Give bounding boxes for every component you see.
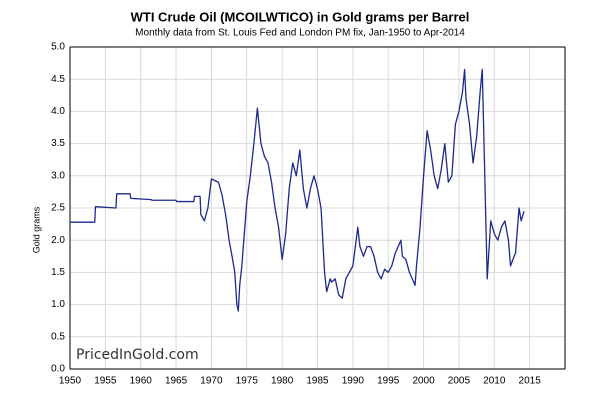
x-tick-label: 2005 (448, 376, 471, 387)
y-tick-label: 3.0 (51, 170, 65, 181)
y-axis-label: Gold grams (31, 206, 41, 253)
y-tick-label: 4.5 (51, 74, 65, 85)
y-tick-label: 4.0 (51, 106, 65, 117)
y-tick-label: 1.0 (51, 299, 65, 310)
x-tick-label: 2000 (412, 376, 435, 387)
x-tick-label: 2015 (519, 376, 542, 387)
x-tick-label: 1995 (377, 376, 400, 387)
x-tick-label: 1955 (94, 376, 117, 387)
x-tick-label: 1985 (306, 376, 329, 387)
plot-border (69, 46, 566, 370)
x-tick-label: 1960 (130, 376, 153, 387)
x-tick-label: 1990 (342, 376, 365, 387)
chart-title: WTI Crude Oil (MCOILWTICO) in Gold grams… (131, 9, 470, 24)
y-tick-label: 3.5 (51, 138, 65, 149)
x-tick-label: 1980 (271, 376, 294, 387)
watermark: PricedInGold.com (76, 347, 199, 363)
y-tick-label: 1.5 (51, 267, 65, 278)
y-tick-label: 2.5 (51, 203, 65, 214)
chart-subtitle: Monthly data from St. Louis Fed and Lond… (135, 28, 465, 39)
x-tick-label: 1965 (165, 376, 188, 387)
y-tick-label: 2.0 (51, 235, 65, 246)
x-tick-label: 2010 (483, 376, 506, 387)
data-line (70, 68, 525, 312)
y-tick-label: 5.0 (51, 42, 65, 53)
x-tick-label: 1975 (236, 376, 259, 387)
x-tick-label: 1950 (59, 376, 82, 387)
y-tick-label: 0.5 (51, 331, 65, 342)
x-tick-label: 1970 (200, 376, 223, 387)
y-tick-label: 0.0 (51, 364, 65, 375)
